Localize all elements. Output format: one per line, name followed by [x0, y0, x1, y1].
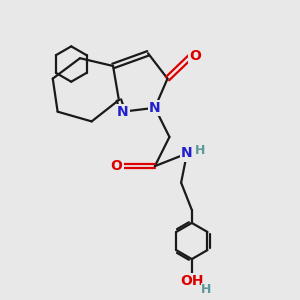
Text: N: N: [181, 146, 193, 161]
Text: O: O: [110, 159, 122, 173]
Text: H: H: [195, 144, 205, 157]
Text: N: N: [117, 105, 129, 119]
Text: N: N: [149, 101, 161, 115]
Text: OH: OH: [180, 274, 204, 288]
Text: O: O: [189, 49, 201, 63]
Text: H: H: [201, 283, 212, 296]
